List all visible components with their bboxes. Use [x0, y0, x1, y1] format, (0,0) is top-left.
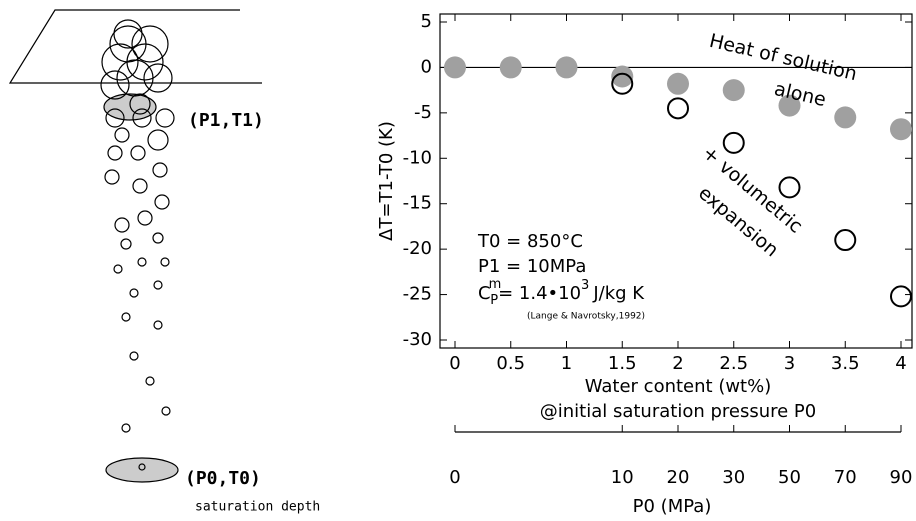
y-tick-label: -10: [403, 147, 432, 168]
x-tick-label: 1.5: [608, 353, 637, 374]
magma-diagram: [8, 9, 262, 483]
bubble: [113, 264, 123, 274]
bubble: [132, 178, 148, 194]
p0-tick-label: 0: [449, 467, 460, 488]
y-tick-label: 5: [421, 11, 432, 32]
cp-exp: 3: [581, 278, 589, 293]
bubble: [145, 376, 155, 386]
bubble: [129, 93, 151, 115]
x-tick-label: 2: [672, 353, 683, 374]
bubbles: [100, 19, 175, 471]
data-point: [611, 65, 634, 88]
data-point: [890, 118, 912, 141]
data-point: [667, 72, 689, 95]
plot-frame: [439, 13, 913, 349]
bubble: [105, 108, 125, 128]
x-tick-label: 3.5: [831, 353, 860, 374]
p0-label: (P0,T0): [185, 468, 261, 489]
data-point: [778, 94, 801, 117]
bubble: [131, 25, 169, 63]
bubble: [129, 351, 139, 361]
p0-tick-label: 70: [834, 467, 857, 488]
data-point: [499, 56, 522, 79]
x-tick-label: 4: [895, 353, 906, 374]
bubble: [137, 257, 147, 267]
bubble: [132, 108, 152, 128]
bubble: [129, 288, 139, 298]
bubble: [152, 232, 164, 244]
bubble: [116, 59, 154, 97]
data-point: [890, 285, 912, 308]
p0-tick-label: 20: [667, 467, 690, 488]
bubble: [137, 210, 153, 226]
x-tick-label: 0: [449, 353, 460, 374]
bubble: [143, 63, 173, 93]
cp-sub: P: [490, 293, 498, 308]
y-axis-label: ΔT=T1-T0 (K): [376, 121, 397, 241]
bubble: [153, 320, 163, 330]
x-tick-label: 1: [561, 353, 572, 374]
bubble: [101, 43, 139, 81]
x-tick-label: 0.5: [496, 353, 525, 374]
data-point: [611, 72, 634, 95]
bubble: [113, 19, 143, 49]
bubble: [121, 423, 131, 433]
y-tick-label: 0: [421, 56, 432, 77]
bubble: [107, 145, 123, 161]
bubble: [114, 127, 130, 143]
cp-note: Cm P= 1.4•103 J/kg K: [478, 277, 645, 308]
x-axis-label-2: @initial saturation pressure P0: [540, 401, 817, 422]
bubble: [104, 169, 120, 185]
data-point: [722, 131, 745, 154]
note: P1 = 10MPa: [478, 256, 586, 277]
bubble: [154, 194, 170, 210]
bubble: [155, 108, 175, 128]
reference: (Lange & Navrotsky,1992): [527, 312, 645, 322]
series-label: Heat of solution: [707, 30, 859, 85]
y-tick-label: -30: [403, 329, 432, 350]
bubble: [161, 406, 171, 416]
surface-plane: [8, 9, 262, 84]
cp-unit: J/kg K: [592, 283, 645, 304]
data-point: [834, 229, 857, 252]
x-tick-label: 3: [784, 353, 795, 374]
x-axis-label: Water content (wt%): [585, 376, 772, 397]
bubble: [120, 238, 132, 250]
data-point: [834, 106, 857, 129]
p1-label: (P1,T1): [188, 110, 264, 131]
p0-axis-title: P0 (MPa): [633, 496, 712, 517]
bubble: [130, 145, 146, 161]
bubble: [138, 463, 146, 471]
cp-eq: = 1.4•10: [498, 283, 581, 304]
bubble: [152, 162, 168, 178]
data-point: [667, 97, 689, 120]
data-point: [444, 56, 466, 79]
bubble: [100, 70, 130, 100]
y-tick-label: -15: [403, 193, 432, 214]
cp-c: C: [478, 283, 491, 304]
depth-label: saturation depth: [195, 500, 320, 515]
bubble: [147, 129, 169, 151]
note: T0 = 850°C: [477, 231, 583, 252]
bubble: [121, 312, 131, 322]
p0-tick-label: 90: [890, 467, 913, 488]
y-tick-label: -20: [403, 238, 432, 259]
data-point: [778, 176, 801, 199]
bubble: [114, 217, 130, 233]
x-tick-label: 2.5: [719, 353, 748, 374]
cp-sup: m: [489, 277, 502, 292]
y-tick-label: -25: [403, 284, 432, 305]
p0-tick-label: 10: [611, 467, 634, 488]
data-point: [722, 79, 745, 102]
bubble: [160, 257, 170, 267]
bubble: [153, 280, 163, 290]
y-tick-label: -5: [414, 102, 432, 123]
p0-tick-label: 50: [778, 467, 801, 488]
p0-tick-label: 30: [722, 467, 745, 488]
data-point: [555, 56, 578, 79]
